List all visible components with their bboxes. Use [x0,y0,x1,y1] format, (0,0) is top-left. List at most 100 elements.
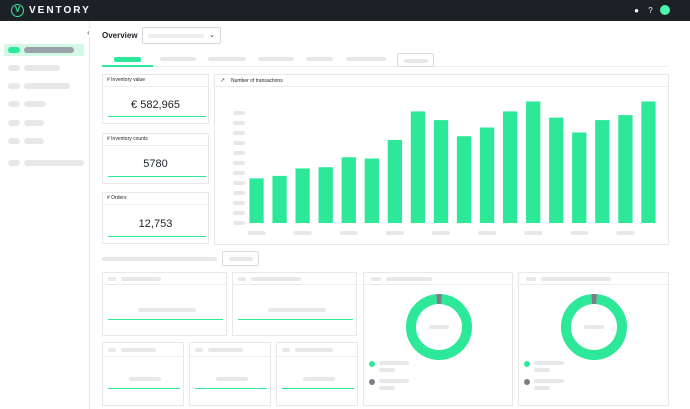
donut-segment[interactable] [561,294,627,360]
card-title [251,277,301,281]
kpi-label: # Orders [107,195,127,201]
chevron-down-icon: ⌄ [209,32,215,39]
overview-select[interactable]: ⌄ [142,27,221,44]
tab-2[interactable] [160,57,196,61]
donut-card [518,272,669,406]
nav-icon [8,65,20,71]
card-title [541,277,611,281]
tab-1[interactable] [114,57,141,62]
logo-icon[interactable]: V [11,4,24,17]
bar[interactable] [249,178,264,223]
kpi-value: 12,753 [138,218,173,230]
donut-card [363,272,513,406]
legend-label [534,379,564,383]
sidebar-item-6[interactable] [4,135,84,147]
sidebar-item-3[interactable] [4,80,84,92]
card-divider [277,356,357,357]
bar[interactable] [618,115,633,223]
avatar[interactable] [660,5,670,15]
bar[interactable] [387,139,403,223]
tab-3[interactable] [208,57,246,61]
x-tick-label [570,231,589,235]
card-icon [195,348,203,352]
sidebar-item-overview[interactable] [4,44,84,56]
bell-icon[interactable]: ● [634,6,639,15]
card-icon [108,348,116,352]
tab-6[interactable] [346,57,386,61]
tab-5[interactable] [306,57,333,61]
tab-action-button[interactable] [397,53,434,67]
legend-value [379,368,395,372]
y-tick-label [233,121,245,125]
kpi-label: # Inventory counts [107,136,148,142]
card-bar [238,319,353,320]
nav-label [24,138,44,144]
card-icon [371,277,381,281]
y-tick-label [233,131,245,135]
bar[interactable] [272,175,287,223]
bar[interactable] [502,111,518,223]
bar[interactable] [318,167,333,223]
kpi-divider [103,86,208,87]
bar[interactable] [456,136,472,223]
help-icon[interactable]: ? [648,6,653,15]
nav-icon [8,83,20,89]
bar[interactable] [341,157,356,223]
nav-icon [8,138,20,144]
bar[interactable] [526,101,541,223]
bar[interactable] [641,101,656,223]
sidebar-item-5[interactable] [4,117,84,129]
nav-icon [8,120,20,126]
tab-4[interactable] [258,57,294,61]
bar[interactable] [433,120,449,223]
card-divider [190,356,270,357]
legend-value [534,386,550,390]
sidebar-item-2[interactable] [4,62,84,74]
legend-label [379,379,409,383]
bar[interactable] [295,168,310,223]
y-tick-label [233,171,245,175]
section-action-button[interactable] [222,251,259,266]
bar[interactable] [549,117,564,223]
card-title [386,277,432,281]
card-divider [519,284,668,285]
y-tick-label [233,191,245,195]
collapse-sidebar-icon[interactable]: ‹ [84,28,93,37]
chart-title: Number of transactions [231,78,283,84]
card-divider [103,284,226,285]
section-action-label [229,257,253,261]
bar[interactable] [410,111,426,223]
sidebar-item-7[interactable] [4,157,84,169]
x-tick-label [478,231,497,235]
bar[interactable] [572,132,587,223]
bar[interactable] [364,158,379,223]
x-tick-label [524,231,543,235]
legend-dot [369,361,375,367]
donut-chart [406,294,472,360]
bar[interactable] [595,120,610,223]
nav-label [24,120,44,126]
kpi-divider [103,204,208,205]
donut-center-label [429,325,449,329]
legend-value [534,368,550,372]
y-tick-label [233,221,245,225]
chart-icon: ↗ [220,78,226,84]
nav-icon [8,160,20,166]
brand-name[interactable]: VENTORY [29,5,91,16]
x-tick-label [385,231,404,235]
card-icon [526,277,536,281]
sidebar-item-4[interactable] [4,98,84,110]
card-divider [103,356,183,357]
bar[interactable] [479,127,495,223]
card-bar [108,319,223,320]
card-divider [364,284,512,285]
card-value [138,308,196,312]
tabs-divider [102,66,668,67]
nav-label [24,83,70,89]
card-title [295,348,333,352]
x-tick-label [339,231,358,235]
nav-label [24,160,84,166]
placeholder-card [189,342,271,406]
x-tick-label [293,231,312,235]
donut-segment[interactable] [406,294,472,360]
